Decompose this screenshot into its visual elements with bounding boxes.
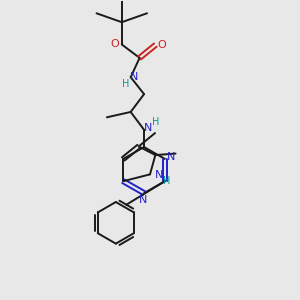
Text: N: N: [144, 123, 152, 133]
Text: N: N: [155, 170, 163, 180]
Text: N: N: [167, 152, 176, 162]
Text: H: H: [122, 79, 130, 89]
Text: O: O: [158, 40, 167, 50]
Text: N: N: [139, 195, 148, 205]
Text: O: O: [110, 40, 119, 50]
Text: H: H: [152, 117, 160, 128]
Text: H: H: [163, 176, 170, 186]
Text: N: N: [130, 72, 138, 82]
